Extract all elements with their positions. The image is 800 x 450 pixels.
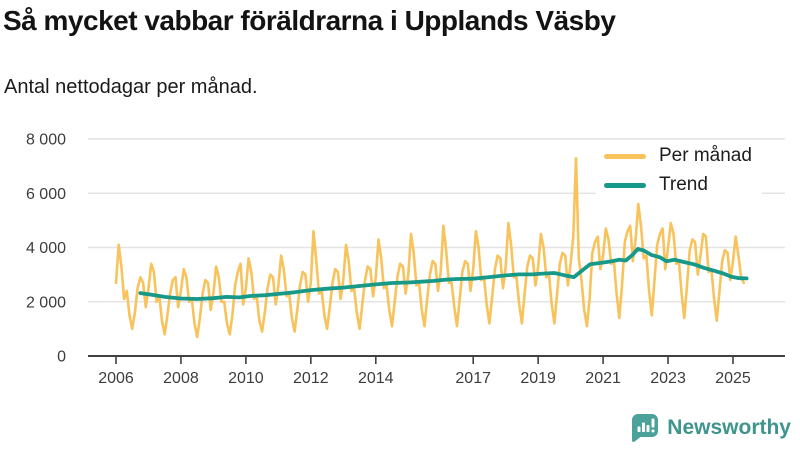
x-axis-tick-label: 2012	[293, 370, 329, 387]
chart-legend: Per månad Trend	[596, 143, 762, 201]
x-axis-tick-label: 2017	[455, 370, 491, 387]
x-axis-tick-label: 2021	[585, 370, 621, 387]
x-axis-tick-label: 2025	[715, 370, 751, 387]
x-axis-tick-label: 2014	[358, 370, 394, 387]
legend-label-trend: Trend	[659, 173, 708, 195]
brand-name: Newsworthy	[667, 416, 791, 439]
y-axis-tick-label: 4 000	[26, 240, 66, 257]
trend-line-swatch	[604, 182, 646, 188]
per-manad-series-line	[114, 156, 746, 339]
per-manad-line-swatch	[604, 153, 646, 159]
page-title: Så mycket vabbar föräldrarna i Upplands …	[3, 5, 616, 36]
newsworthy-speech-bubble-bar-chart-icon	[632, 414, 659, 442]
legend-label-per-manad: Per månad	[659, 145, 752, 166]
x-axis-tick-label: 2023	[650, 370, 686, 387]
x-axis-tick-label: 2006	[98, 370, 134, 387]
legend-item-trend: Trend	[604, 173, 752, 196]
legend-item-per-manad: Per månad	[604, 145, 752, 167]
y-axis-tick-label: 6 000	[26, 186, 66, 203]
y-axis-tick-label: 0	[57, 349, 66, 366]
trend-series-line	[138, 246, 749, 301]
y-axis-tick-label: 2 000	[26, 294, 66, 311]
x-axis-tick-label: 2008	[163, 370, 199, 387]
page-subtitle: Antal nettodagar per månad.	[4, 76, 258, 98]
y-axis-tick-label: 8 000	[26, 132, 66, 149]
newsworthy-logo: Newsworthy	[631, 413, 791, 443]
x-axis-tick-label: 2019	[520, 370, 556, 387]
x-axis-tick-label: 2010	[228, 370, 264, 387]
